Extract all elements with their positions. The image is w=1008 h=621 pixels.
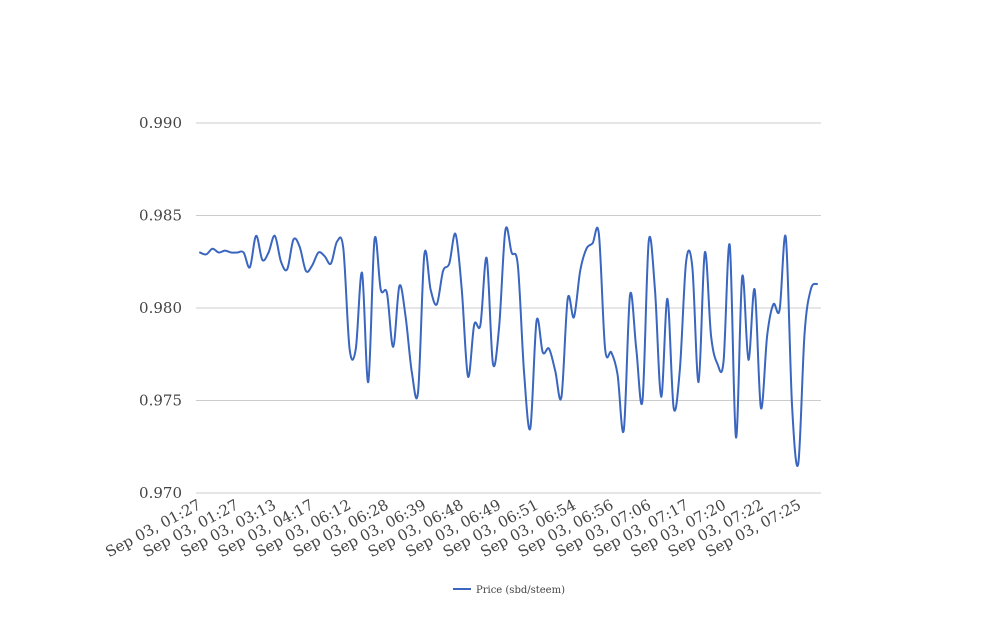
y-tick-label: 0.980 [139, 299, 182, 317]
y-tick-label: 0.990 [139, 114, 182, 132]
y-tick-label: 0.985 [139, 207, 182, 225]
legend-label: Price (sbd/steem) [476, 585, 565, 596]
y-axis-ticks: 0.970 0.975 0.980 0.985 0.990 [139, 114, 182, 502]
gridlines [196, 122, 821, 494]
series-line-price [199, 226, 818, 467]
legend: Price (sbd/steem) [453, 585, 565, 596]
y-tick-label: 0.970 [139, 484, 182, 502]
series-layer [199, 226, 818, 467]
y-tick-label: 0.975 [139, 392, 182, 410]
